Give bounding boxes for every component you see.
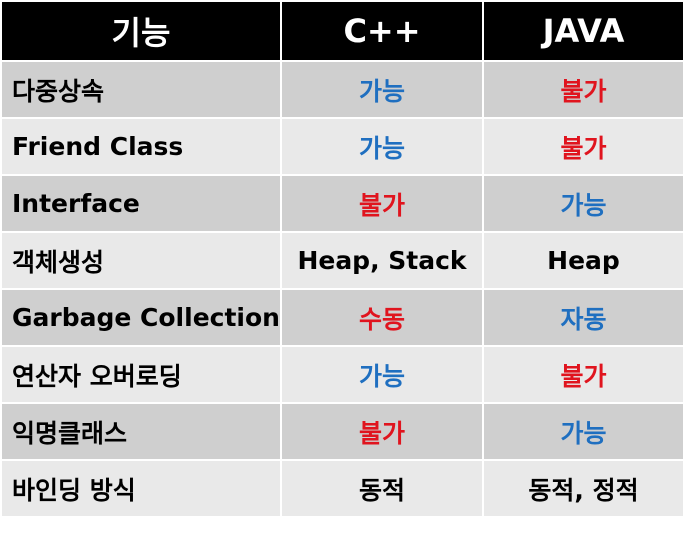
header-feature: 기능 [0,0,282,62]
table-row: Interface 불가 가능 [0,174,683,233]
feature-cell: Friend Class [0,117,282,176]
java-cell: 자동 [482,288,683,347]
cpp-cell: 가능 [280,117,484,176]
header-cpp: C++ [280,0,484,62]
java-cell: 동적, 정적 [482,459,683,518]
cpp-cell: 동적 [280,459,484,518]
cpp-cell: 불가 [280,174,484,233]
feature-cell: 바인딩 방식 [0,459,282,518]
java-cell: 불가 [482,345,683,404]
java-cell: 가능 [482,402,683,461]
feature-cell: Garbage Collection [0,288,282,347]
feature-cell: 객체생성 [0,231,282,290]
feature-cell: 익명클래스 [0,402,282,461]
cpp-cell: 가능 [280,345,484,404]
table-row: 바인딩 방식 동적 동적, 정적 [0,459,683,518]
java-cell: 불가 [482,60,683,119]
table-row: Garbage Collection 수동 자동 [0,288,683,347]
feature-cell: 다중상속 [0,60,282,119]
cpp-cell: Heap, Stack [280,231,484,290]
table-row: 다중상속 가능 불가 [0,60,683,119]
table-row: 익명클래스 불가 가능 [0,402,683,461]
table-row: 연산자 오버로딩 가능 불가 [0,345,683,404]
header-java: JAVA [482,0,683,62]
feature-cell: 연산자 오버로딩 [0,345,282,404]
java-cell: Heap [482,231,683,290]
cpp-cell: 불가 [280,402,484,461]
cpp-cell: 가능 [280,60,484,119]
comparison-table: 기능 C++ JAVA 다중상속 가능 불가 Friend Class 가능 불… [0,0,683,518]
java-cell: 가능 [482,174,683,233]
cpp-cell: 수동 [280,288,484,347]
header-row: 기능 C++ JAVA [0,0,683,62]
feature-cell: Interface [0,174,282,233]
table-row: 객체생성 Heap, Stack Heap [0,231,683,290]
java-cell: 불가 [482,117,683,176]
table-row: Friend Class 가능 불가 [0,117,683,176]
